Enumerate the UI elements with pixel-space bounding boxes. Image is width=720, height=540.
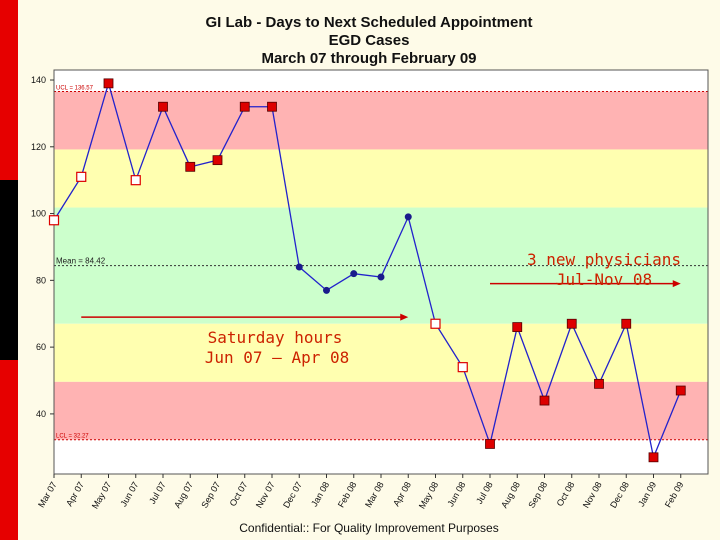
slide-accent-bar-bottom [0,360,18,540]
data-point [404,213,412,221]
data-point [103,78,114,89]
data-point [648,452,659,463]
y-tick-label: 140 [31,75,46,85]
annotation-arrowhead [400,313,409,321]
x-tick-label: Mar 07 [36,480,59,509]
ucl-label: UCL = 136.57 [56,85,94,91]
data-point [485,439,495,449]
data-point [621,318,632,329]
zone-band [54,149,708,208]
x-tick-label: Jan 09 [636,480,658,508]
x-tick-label: Apr 08 [391,480,413,508]
data-point [430,318,441,329]
x-tick-label: Feb 09 [663,480,686,509]
x-tick-label: Nov 07 [254,480,277,510]
data-point [512,322,523,332]
x-tick-label: Sep 08 [526,480,549,510]
slide-accent-bar-top [0,0,18,180]
series-line [53,80,682,460]
lcl-label: LCL = 32.27 [56,434,89,440]
zone-band [54,381,708,440]
x-tick-label: Aug 07 [172,480,195,510]
x-tick-label: Aug 08 [499,480,522,510]
data-point [239,101,250,112]
x-tick-label: Sep 07 [199,480,222,510]
y-tick-label: 100 [31,209,46,219]
data-point [566,318,577,329]
x-tick-label: Dec 07 [281,480,304,510]
x-tick-label: Apr 07 [64,480,86,508]
x-tick-label: Jun 07 [118,480,140,508]
y-tick-label: 40 [36,409,46,419]
data-point [594,378,604,389]
data-point [212,155,223,166]
data-point [158,101,168,112]
y-tick-label: 80 [36,275,46,285]
annotation-saturday-hours: Saturday hours [208,328,343,347]
x-tick-label: Jun 08 [445,480,467,508]
slide-accent-bar-middle [0,180,18,360]
mean-label: Mean = 84.42 [56,257,106,266]
x-tick-label: Jul 08 [474,480,495,506]
x-tick-label: Dec 08 [608,480,631,510]
x-tick-label: Oct 07 [228,480,250,508]
x-tick-label: Nov 08 [581,480,604,510]
zone-band [54,323,708,382]
annotation-arrowhead [672,280,681,288]
x-tick-label: Feb 08 [336,480,359,509]
data-point [675,385,686,396]
annotation-new-physicians: 3 new physicians [527,250,681,269]
y-tick-label: 120 [31,142,46,152]
data-point [539,395,550,406]
x-tick-label: May 08 [417,480,440,511]
data-point [76,171,87,182]
data-point [130,175,141,186]
x-tick-label: Mar 08 [363,480,386,509]
chart-title-line-2: EGD Cases [328,32,410,49]
y-tick-label: 60 [36,342,46,352]
data-point [267,101,277,112]
x-tick-label: Jan 08 [309,480,331,508]
zone-band [54,91,708,150]
data-point [350,270,358,278]
annotation-saturday-dates: Jun 07 – Apr 08 [205,348,350,367]
data-point [48,215,60,226]
data-point [377,273,385,281]
data-point [457,362,468,373]
annotation-physicians-dates: Jul-Nov 08 [556,270,652,289]
x-tick-label: May 07 [90,480,113,511]
chart-title-line-3: March 07 through February 09 [261,50,477,67]
data-point [295,263,303,271]
confidential-footer: Confidential:: For Quality Improvement P… [239,521,499,535]
data-point [323,286,330,294]
data-point [185,161,196,172]
x-tick-label: Oct 08 [555,480,577,508]
x-tick-label: Jul 07 [147,480,168,506]
chart-title-line-1: GI Lab - Days to Next Scheduled Appointm… [205,14,533,31]
